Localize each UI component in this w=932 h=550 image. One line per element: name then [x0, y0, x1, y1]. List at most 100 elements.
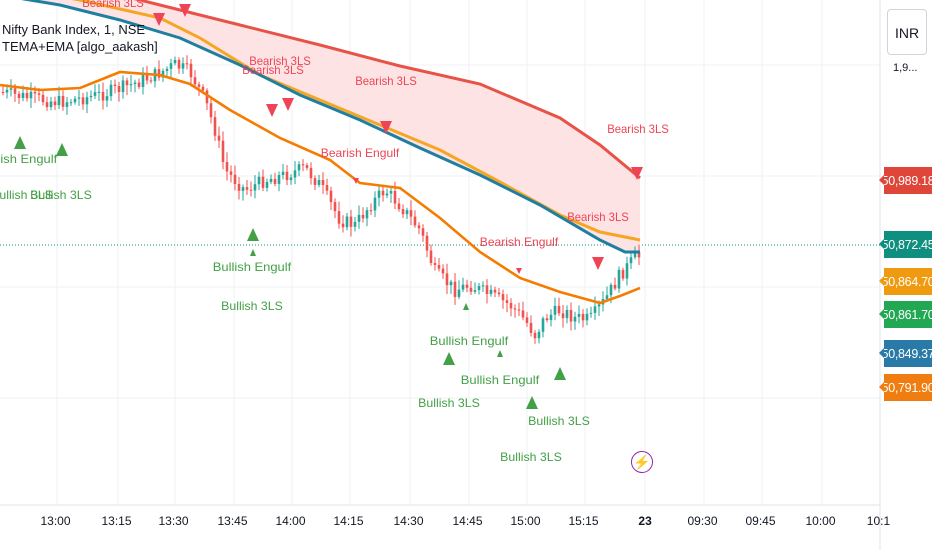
time-axis-label: 14:45	[452, 514, 483, 528]
candle-body	[313, 178, 317, 185]
candle-body	[569, 309, 573, 322]
candle-body	[225, 161, 229, 172]
candle-body	[597, 304, 601, 307]
bearish-marker	[592, 257, 604, 270]
candle-body	[609, 284, 613, 296]
candle-body	[517, 309, 521, 311]
bullish-marker	[443, 352, 455, 365]
price-axis-partial-label: 1,9...	[893, 62, 918, 74]
candle-body	[141, 74, 145, 87]
candle-body	[345, 216, 349, 228]
candle-body	[349, 216, 353, 227]
candle-body	[221, 140, 225, 162]
candle-body	[277, 174, 281, 184]
candle-body	[245, 187, 249, 190]
candle-body	[173, 59, 177, 64]
candle-body	[621, 269, 625, 279]
candle-body	[441, 268, 445, 274]
candle-body	[309, 167, 313, 179]
candle-body	[393, 190, 397, 204]
time-axis-label: 10:00	[805, 514, 836, 528]
time-axis-label: 10:1	[866, 514, 891, 528]
candle-body	[577, 313, 581, 317]
symbol-title[interactable]: Nifty Bank Index, 1, NSE	[2, 22, 146, 37]
signal-label: Bearish 3LS	[355, 74, 417, 88]
candle-body	[181, 63, 185, 69]
candle-body	[361, 214, 365, 219]
ema-fast-line	[71, 0, 641, 242]
candle-body	[209, 103, 213, 118]
tema-line	[20, 0, 640, 254]
candle-body	[533, 332, 537, 339]
candle-body	[85, 97, 89, 105]
candle-body	[157, 69, 161, 78]
candle-body	[237, 184, 241, 191]
candle-body	[561, 313, 565, 319]
price-tag: 50,861.70	[879, 301, 932, 328]
candle-body	[69, 102, 73, 104]
signals: Bearish 3LS Bearish 3LS Bearish 3LS Bearish…	[0, 0, 669, 464]
candle-body	[281, 171, 285, 175]
signal-label: Bullish 3LS	[30, 188, 92, 202]
candle-body	[261, 176, 265, 188]
signal-label: Bearish 3LS	[82, 0, 144, 10]
price-tag: 50,872.45	[879, 231, 932, 258]
candle-body	[45, 102, 49, 108]
candle-body	[637, 252, 641, 258]
candle-body	[365, 210, 369, 219]
indicator-lines	[0, 0, 641, 305]
candle-body	[465, 284, 469, 288]
chart-legend[interactable]: Nifty Bank Index, 1, NSE TEMA+EMA [algo_…	[2, 22, 158, 55]
candle-body	[557, 305, 561, 314]
candle-body	[521, 310, 525, 318]
candle-body	[565, 309, 569, 319]
candle-body	[49, 101, 53, 108]
time-axis-label: 13:15	[101, 514, 132, 528]
currency-button[interactable]: INR	[887, 9, 927, 55]
price-tag: 50,989.18	[879, 167, 932, 194]
candle-body	[13, 88, 17, 94]
signal-label: Bullish Engulf	[213, 260, 292, 274]
candle-body	[429, 250, 433, 264]
candle-body	[405, 210, 409, 215]
candle-body	[125, 80, 129, 86]
candle-body	[229, 171, 233, 175]
price-tag: 50,864.70	[879, 268, 932, 295]
candle-body	[321, 179, 325, 186]
candle-body	[65, 102, 69, 107]
candle-body	[501, 294, 505, 301]
candle-body	[553, 305, 557, 315]
candle-body	[633, 252, 637, 258]
candle-body	[537, 331, 541, 339]
signal-label: Bearish 3LS	[607, 122, 669, 136]
candle-body	[25, 92, 29, 99]
candle-body	[449, 281, 453, 286]
candle-body	[77, 97, 81, 99]
candle-body	[257, 176, 261, 185]
bullish-marker	[56, 143, 68, 156]
candle-body	[461, 284, 465, 290]
bearish-marker-small	[516, 268, 522, 274]
candle-body	[329, 190, 333, 203]
signal-label: Bullish 3LS	[500, 450, 562, 464]
time-axis-label: 13:45	[217, 514, 248, 528]
signal-label: Bullish Engulf	[430, 334, 509, 348]
bullish-marker	[554, 367, 566, 380]
lightning-icon[interactable]: ⚡	[631, 451, 653, 473]
signal-label: Bearish Engulf	[480, 235, 559, 249]
candle-body	[53, 101, 57, 106]
candle-body	[89, 95, 93, 98]
candle-body	[253, 184, 257, 191]
candle-body	[341, 223, 345, 228]
time-axis-label: 14:00	[275, 514, 306, 528]
candle-body	[333, 202, 337, 212]
candle-body	[493, 289, 497, 293]
candle-body	[265, 181, 269, 188]
bearish-marker	[282, 98, 294, 111]
candle-body	[297, 164, 301, 171]
indicator-title[interactable]: TEMA+EMA [algo_aakash]	[2, 39, 158, 54]
candle-body	[21, 92, 25, 99]
bearish-marker	[631, 167, 643, 180]
candle-body	[385, 193, 389, 196]
